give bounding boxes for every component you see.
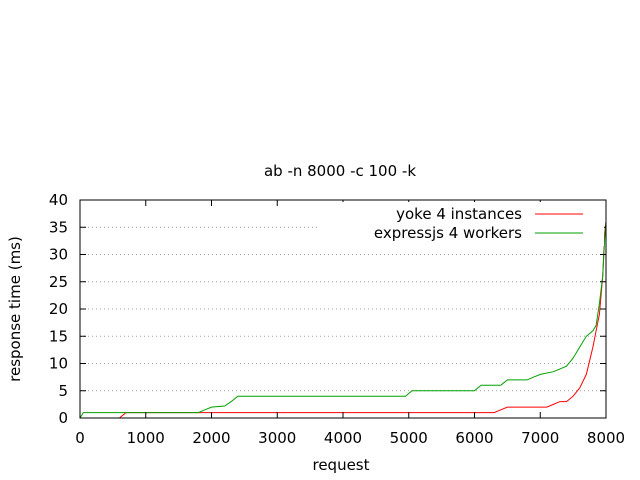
y-tick-label: 35 <box>49 218 68 236</box>
x-axis: 0 1000 2000 3000 4000 5000 6000 7000 8000 <box>75 200 625 447</box>
y-tick-label: 40 <box>49 191 68 209</box>
y-tick-label: 20 <box>49 300 68 318</box>
x-tick-label: 1000 <box>127 429 165 447</box>
y-tick-label: 15 <box>49 327 68 345</box>
x-tick-label: 5000 <box>390 429 428 447</box>
y-tick-label: 10 <box>49 355 68 373</box>
y-tick-label: 30 <box>49 246 68 264</box>
series-line-expressjs <box>79 221 607 419</box>
legend-background <box>318 202 604 246</box>
series-layer <box>79 221 607 419</box>
y-tick-label: 0 <box>58 409 68 427</box>
x-tick-label: 4000 <box>324 429 362 447</box>
x-tick-label: 8000 <box>587 429 625 447</box>
x-tick-label: 0 <box>75 429 85 447</box>
y-axis: 0 5 10 15 20 25 30 35 40 <box>49 191 606 427</box>
legend-label: expressjs 4 workers <box>374 224 522 242</box>
x-tick-label: 6000 <box>455 429 493 447</box>
y-axis-label: response time (ms) <box>6 236 24 382</box>
series-line-yoke <box>80 221 607 419</box>
x-axis-label: request <box>312 456 369 474</box>
x-tick-label: 7000 <box>521 429 559 447</box>
y-tick-label: 5 <box>58 382 68 400</box>
x-tick-label: 2000 <box>192 429 230 447</box>
y-tick-label: 25 <box>49 273 68 291</box>
legend-label: yoke 4 instances <box>396 205 522 223</box>
x-tick-label: 3000 <box>258 429 296 447</box>
chart-title: ab -n 8000 -c 100 -k <box>264 162 416 180</box>
